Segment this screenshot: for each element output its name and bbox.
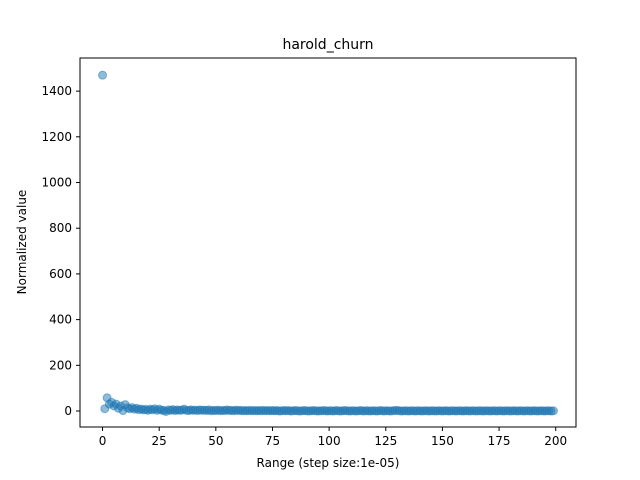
x-tick-label: 100 — [318, 434, 341, 448]
y-axis-ticks: 0 200 400 600 800 1000 1200 1400 — [41, 84, 80, 418]
data-point-0 — [98, 70, 108, 80]
x-axis-label: Range (step size:1e-05) — [257, 456, 400, 470]
x-tick-label: 175 — [488, 434, 511, 448]
y-tick-label: 600 — [49, 267, 72, 281]
x-tick-label: 125 — [374, 434, 397, 448]
x-tick-label: 50 — [208, 434, 223, 448]
y-tick-label: 800 — [49, 221, 72, 235]
x-tick-label: 25 — [152, 434, 167, 448]
x-tick-label: 0 — [99, 434, 107, 448]
y-tick-label: 1000 — [41, 176, 72, 190]
y-tick-label: 1400 — [41, 84, 72, 98]
chart-title: harold_churn — [282, 37, 373, 53]
x-tick-label: 75 — [265, 434, 280, 448]
y-tick-label: 400 — [49, 313, 72, 327]
x-tick-label: 150 — [431, 434, 454, 448]
x-axis-ticks: 0 25 50 75 100 125 150 175 200 — [99, 427, 567, 448]
y-tick-label: 1200 — [41, 130, 72, 144]
y-tick-label: 200 — [49, 358, 72, 372]
points-layer — [98, 70, 558, 416]
y-axis-label: Normalized value — [15, 190, 29, 295]
plot-frame — [79, 57, 577, 428]
y-tick-label: 0 — [64, 404, 72, 418]
x-tick-label: 200 — [544, 434, 567, 448]
data-point-199 — [548, 406, 558, 416]
